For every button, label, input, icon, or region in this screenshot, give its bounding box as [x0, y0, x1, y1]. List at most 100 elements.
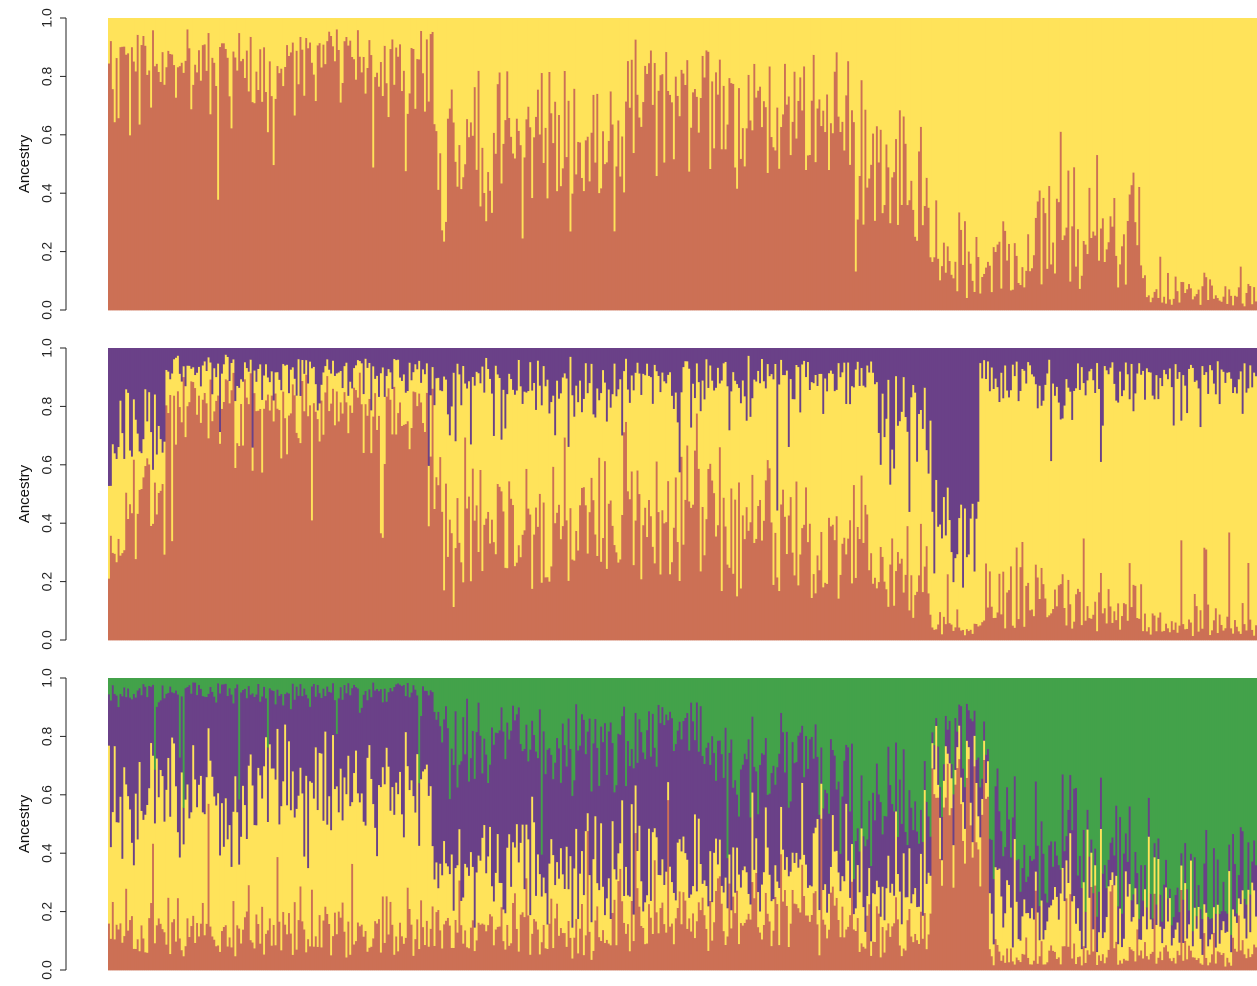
ancestry-bar-segment — [653, 18, 657, 64]
ancestry-bar-segment — [835, 389, 839, 517]
ancestry-bar-segment — [1224, 627, 1227, 641]
ancestry-bar-segment — [868, 178, 871, 311]
ancestry-bar-segment — [833, 18, 837, 72]
ancestry-bar-segment — [278, 348, 281, 380]
ancestry-bar-segment — [1235, 18, 1239, 297]
ancestry-bar-segment — [157, 796, 161, 919]
ancestry-bar-segment — [651, 546, 655, 641]
ancestry-bar-segment — [171, 540, 174, 641]
ancestry-bar-segment — [598, 18, 601, 194]
ancestry-bar-segment — [291, 42, 295, 311]
ancestry-bar-segment — [263, 954, 266, 971]
ancestry-bar-segment — [801, 864, 804, 971]
ancestry-bar-segment — [515, 562, 519, 641]
ancestry-bar-segment — [414, 18, 417, 109]
ancestry-bar-segment — [358, 18, 362, 57]
ancestry-bar-segment — [452, 606, 456, 641]
ancestry-bar-segment — [1021, 867, 1024, 917]
ancestry-bar-segment — [849, 519, 852, 641]
ancestry-bar-segment — [286, 933, 289, 971]
ancestry-bar-segment — [483, 924, 486, 971]
ancestry-bar-segment — [1027, 678, 1030, 877]
ancestry-bar-segment — [621, 136, 624, 311]
ancestry-bar-segment — [316, 45, 320, 311]
ancestry-bar-segment — [261, 696, 264, 799]
ancestry-bar-segment — [1080, 275, 1084, 311]
ancestry-bar-segment — [167, 757, 170, 898]
ancestry-bar-segment — [527, 761, 530, 840]
ancestry-bar-segment — [707, 742, 710, 907]
ancestry-bar-segment — [812, 678, 816, 759]
ancestry-bar-segment — [399, 684, 402, 772]
ancestry-bar-segment — [778, 887, 781, 946]
ancestry-bar-segment — [255, 914, 258, 971]
ancestry-bar-segment — [297, 678, 301, 696]
ancestry-bar-segment — [663, 380, 666, 524]
ancestry-bar-segment — [1031, 964, 1034, 971]
ancestry-bar-segment — [803, 895, 806, 971]
ancestry-bar-segment — [121, 432, 124, 554]
ancestry-bar-segment — [374, 690, 377, 828]
ancestry-bar-segment — [240, 60, 243, 311]
ancestry-bar-segment — [602, 348, 605, 371]
ancestry-bar-segment — [845, 18, 848, 96]
ancestry-bar-segment — [207, 693, 211, 729]
ancestry-bar-segment — [919, 18, 923, 127]
ancestry-bar-segment — [381, 678, 385, 703]
ancestry-bar-segment — [688, 18, 691, 172]
ancestry-bar-segment — [893, 895, 896, 924]
ancestry-bar-segment — [684, 348, 687, 362]
ancestry-bar-segment — [433, 18, 437, 125]
ancestry-bar-segment — [178, 348, 182, 374]
ancestry-bar-segment — [659, 722, 663, 876]
ancestry-bar-segment — [1059, 131, 1063, 311]
ancestry-bar-segment — [454, 867, 458, 920]
ancestry-bar-segment — [130, 512, 134, 641]
ancestry-bar-segment — [196, 678, 199, 696]
ancestry-bar-segment — [1115, 18, 1118, 256]
ancestry-bar-segment — [198, 18, 201, 51]
ancestry-bar-segment — [477, 922, 481, 971]
ancestry-bar-segment — [500, 490, 504, 641]
ancestry-bar-segment — [1025, 881, 1028, 914]
ancestry-bar-segment — [649, 678, 653, 757]
ancestry-bar-segment — [598, 399, 601, 458]
ancestry-bar-segment — [299, 348, 303, 396]
ancestry-bar-segment — [234, 18, 237, 58]
ancestry-bar-segment — [498, 486, 502, 641]
ancestry-bar-segment — [481, 837, 484, 924]
ancestry-bar-segment — [619, 734, 622, 844]
ancestry-bar-segment — [745, 919, 749, 971]
ancestry-bar-segment — [849, 18, 852, 165]
ancestry-bar-segment — [791, 348, 795, 400]
ancestry-bar-segment — [736, 18, 739, 189]
ancestry-bar-segment — [774, 678, 777, 785]
ancestry-bar-segment — [1193, 381, 1197, 594]
ancestry-bar-segment — [902, 348, 906, 378]
ancestry-bar-segment — [515, 713, 519, 825]
ancestry-bar-segment — [291, 678, 295, 684]
ancestry-bar-segment — [171, 921, 174, 971]
ancestry-bar-segment — [820, 783, 823, 819]
ancestry-bar-segment — [797, 100, 800, 311]
ancestry-bar-segment — [234, 467, 237, 641]
ancestry-bar-segment — [1055, 605, 1059, 641]
ancestry-bar-segment — [504, 949, 507, 971]
ancestry-bar-segment — [416, 753, 419, 920]
ancestry-bar-segment — [563, 437, 567, 641]
ancestry-bar-segment — [291, 348, 295, 368]
ancestry-bar-segment — [360, 924, 364, 971]
ancestry-bar-segment — [636, 678, 640, 763]
ancestry-bar-segment — [582, 486, 586, 641]
ancestry-bar-segment — [232, 372, 235, 641]
ancestry-bar-segment — [341, 678, 345, 700]
ancestry-bar-segment — [839, 936, 843, 971]
ancestry-bar-segment — [726, 385, 730, 565]
ancestry-bar-segment — [950, 763, 954, 779]
ancestry-bar-segment — [603, 348, 607, 383]
ancestry-bar-segment — [220, 678, 224, 685]
ancestry-bar-segment — [263, 765, 266, 955]
ancestry-bar-segment — [839, 348, 843, 378]
ancestry-bar-segment — [563, 932, 567, 971]
ancestry-bar-segment — [1006, 348, 1009, 391]
